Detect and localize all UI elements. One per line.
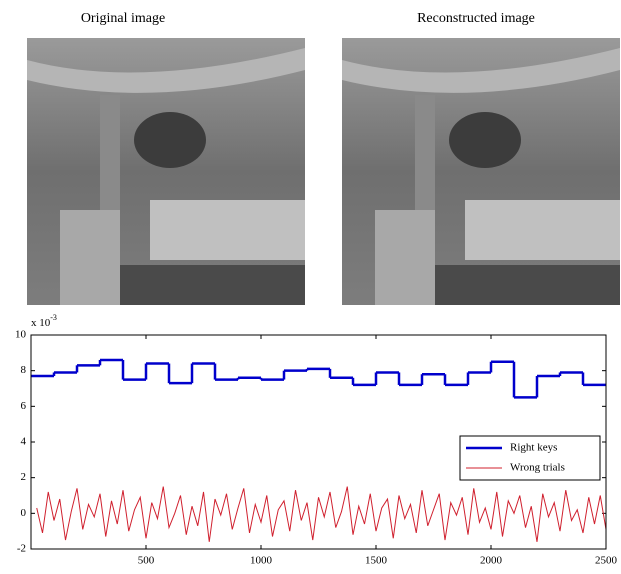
image-title: Reconstructed image xyxy=(417,11,535,26)
y-tick-label: 6 xyxy=(21,400,27,412)
x-tick-label: 2500 xyxy=(595,555,618,567)
legend-label: Right keys xyxy=(510,442,557,454)
y-tick-label: 2 xyxy=(21,471,27,483)
image-placeholder xyxy=(342,38,620,305)
y-scale-base: x 10 xyxy=(31,317,51,329)
y-tick-label: 10 xyxy=(15,329,27,341)
y-tick-label: 0 xyxy=(21,507,27,519)
figure: Original image Reconstructed image x 10-… xyxy=(0,0,621,574)
y-scale-exponent: -3 xyxy=(50,313,57,322)
legend: Right keys Wrong trials xyxy=(460,436,600,480)
x-tick-label: 1000 xyxy=(250,555,273,567)
image-title: Original image xyxy=(81,11,165,26)
x-tick-label: 1500 xyxy=(365,555,388,567)
x-tick-label: 500 xyxy=(138,555,155,567)
image-placeholder xyxy=(27,38,305,305)
y-scale-label: x 10-3 xyxy=(31,313,57,329)
y-tick-label: 8 xyxy=(21,364,27,376)
x-tick-label: 2000 xyxy=(480,555,503,567)
y-tick-label: 4 xyxy=(21,436,27,448)
page: Original image Reconstructed image x 10-… xyxy=(0,0,621,574)
y-tick-label: -2 xyxy=(17,543,26,555)
legend-label: Wrong trials xyxy=(510,462,565,474)
